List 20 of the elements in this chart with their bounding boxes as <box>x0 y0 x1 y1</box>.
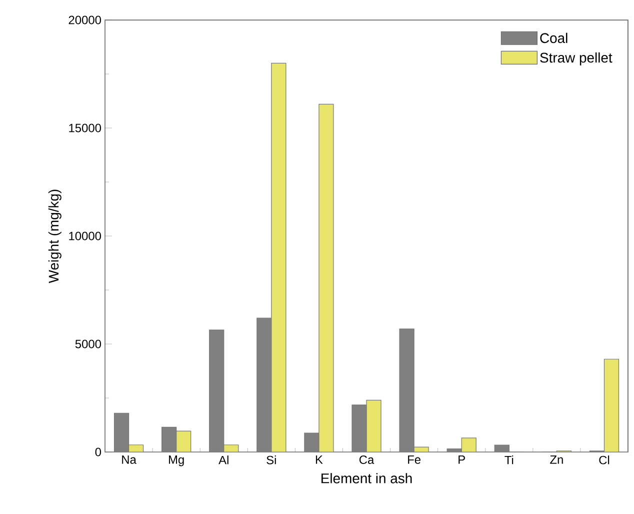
legend-label: Coal <box>540 32 568 44</box>
x-tick-label: P <box>458 456 465 464</box>
y-tick-label: 15000 <box>69 124 102 132</box>
x-tick-label: Cl <box>599 456 610 464</box>
x-tick-label: K <box>316 456 323 464</box>
x-tick-label: Na <box>122 456 136 464</box>
x-tick-label: Fe <box>408 456 420 464</box>
x-tick-label: Si <box>266 456 276 464</box>
legend-label: Straw pellet <box>540 52 612 66</box>
x-tick-label: Mg <box>169 456 184 466</box>
y-tick-label: 10000 <box>69 232 102 240</box>
y-tick-label: 0 <box>95 448 102 456</box>
x-tick-label: Zn <box>550 456 563 464</box>
y-axis-title: Weight (mg/kg) <box>48 190 62 284</box>
y-tick-label: 5000 <box>75 340 102 348</box>
x-tick-label: Al <box>218 456 228 464</box>
x-tick-label: Ca <box>359 456 374 464</box>
x-axis-title: Element in ash <box>322 473 412 484</box>
y-tick-label: 20000 <box>68 16 102 24</box>
x-tick-label: Ti <box>504 456 514 464</box>
